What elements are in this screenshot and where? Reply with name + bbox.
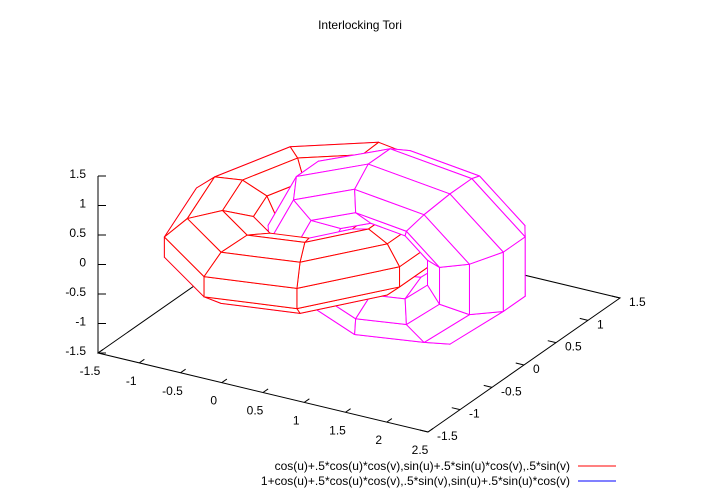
z-tick-label: -1 xyxy=(75,315,86,329)
torus-1-quad xyxy=(203,251,301,289)
y-tick-label: 0 xyxy=(533,362,540,376)
x-tick xyxy=(386,418,393,423)
y-tick xyxy=(483,384,493,388)
x-tick xyxy=(345,408,351,413)
legend: cos(u)+.5*cos(u)*cos(v),sin(u)+.5*sin(u)… xyxy=(261,459,616,488)
x-tick xyxy=(303,398,310,403)
y-tick xyxy=(451,407,461,411)
x-tick xyxy=(180,368,186,374)
y-tick xyxy=(515,362,525,366)
x-tick-label: 2 xyxy=(375,433,382,447)
x-tick-label: 0.5 xyxy=(247,404,264,418)
z-tick-label: 1 xyxy=(79,197,86,211)
surfaces xyxy=(163,141,526,345)
y-tick-label: -0.5 xyxy=(501,384,522,398)
z-tick-label: 0.5 xyxy=(69,226,86,240)
x-tick-label: 2.5 xyxy=(412,443,429,457)
x-tick-label: 1.5 xyxy=(329,423,346,437)
axis-ticks: -1.5 -1 -0.5 0 0.5 1 1.5 2 2.5 -1.5 -1 -0.5 0 0.5 1 1.5… xyxy=(65,167,646,457)
legend-label-torus-1: cos(u)+.5*cos(u)*cos(v),sin(u)+.5*sin(u)… xyxy=(275,459,570,473)
z-tick-label: 0 xyxy=(79,256,86,270)
x-tick-label: -1.5 xyxy=(80,364,101,378)
chart-title: Interlocking Tori xyxy=(318,18,402,32)
x-tick xyxy=(221,378,228,384)
x-tick-label: -0.5 xyxy=(162,384,183,398)
x-tick-label: 0 xyxy=(210,394,217,408)
y-tick-label: 1.5 xyxy=(629,295,646,309)
z-tick-label: 1.5 xyxy=(69,167,86,181)
y-tick xyxy=(547,340,557,344)
x-tick xyxy=(97,349,104,354)
x-tick xyxy=(262,388,269,393)
y-tick-label: 1 xyxy=(597,317,604,331)
z-tick-label: -0.5 xyxy=(65,285,86,299)
x-tick-label: 1 xyxy=(293,413,300,427)
y-tick xyxy=(611,295,621,299)
x-tick-label: -1 xyxy=(126,374,137,388)
y-tick xyxy=(579,317,589,321)
z-tick-label: -1.5 xyxy=(65,344,86,358)
y-tick-label: 0.5 xyxy=(565,340,582,354)
y-tick-label: -1 xyxy=(469,407,480,421)
legend-label-torus-2: 1+cos(u)+.5*cos(u)*cos(v),.5*sin(v),sin(… xyxy=(261,474,570,488)
torus-2-quad xyxy=(423,193,504,265)
x-tick xyxy=(427,428,434,433)
x-tick xyxy=(138,358,145,364)
y-tick xyxy=(419,429,429,433)
y-tick-label: -1.5 xyxy=(437,429,458,443)
